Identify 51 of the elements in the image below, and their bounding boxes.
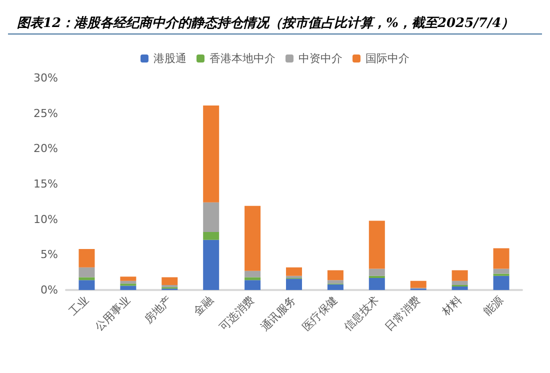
bar xyxy=(493,276,510,290)
x-tick-label: 工业 xyxy=(66,293,92,318)
legend-label: 香港本地中介 xyxy=(210,52,276,65)
y-tick-label: 30% xyxy=(34,72,58,84)
bar xyxy=(327,284,344,290)
bar xyxy=(368,268,385,276)
bar xyxy=(493,268,510,274)
x-tick-label: 材料 xyxy=(438,293,464,319)
y-tick-label: 10% xyxy=(34,212,58,226)
legend-label: 中资中介 xyxy=(298,52,342,65)
bar xyxy=(78,249,95,268)
bar xyxy=(203,106,220,202)
bar xyxy=(244,270,261,278)
x-tick-label: 可选消费 xyxy=(216,293,258,334)
x-tick-label: 信息技术 xyxy=(341,293,382,334)
bar xyxy=(493,248,510,269)
y-tick-label: 20% xyxy=(34,142,58,156)
y-tick-label: 0% xyxy=(40,284,58,296)
bar xyxy=(203,232,220,240)
bar xyxy=(203,240,220,290)
bar xyxy=(120,286,136,290)
x-tick-label: 公用事业 xyxy=(92,293,133,334)
bar xyxy=(452,280,468,286)
x-tick-label: 金融 xyxy=(190,293,216,318)
bar xyxy=(327,280,344,284)
y-tick-label: 15% xyxy=(34,178,58,190)
chart-title: 图表12：港股各经纪商中介的静态持仓情况（按市值占比计算，%，截至2025/7/4） xyxy=(17,15,514,31)
bar xyxy=(368,278,385,290)
bar xyxy=(286,267,302,276)
x-tick-label: 能源 xyxy=(481,293,506,318)
x-tick-label: 房地产 xyxy=(142,293,174,326)
bar xyxy=(410,280,426,288)
legend-label: 港股通 xyxy=(154,52,186,65)
y-tick-label: 5% xyxy=(40,248,58,262)
bar xyxy=(120,276,136,281)
bar xyxy=(244,206,261,271)
bar xyxy=(78,267,95,278)
legend-label: 国际中介 xyxy=(366,52,410,65)
bar xyxy=(203,202,220,232)
bar xyxy=(244,280,261,290)
bar xyxy=(286,278,302,290)
bar xyxy=(452,270,468,281)
x-tick-label: 医疗保健 xyxy=(300,293,340,334)
bar xyxy=(452,286,468,290)
y-tick-label: 25% xyxy=(34,106,58,120)
x-tick-label: 通讯服务 xyxy=(258,293,299,334)
bar xyxy=(162,277,178,286)
bar xyxy=(327,270,344,280)
bar xyxy=(78,280,95,290)
x-tick-label: 日常消费 xyxy=(382,293,423,334)
bar xyxy=(368,220,385,269)
